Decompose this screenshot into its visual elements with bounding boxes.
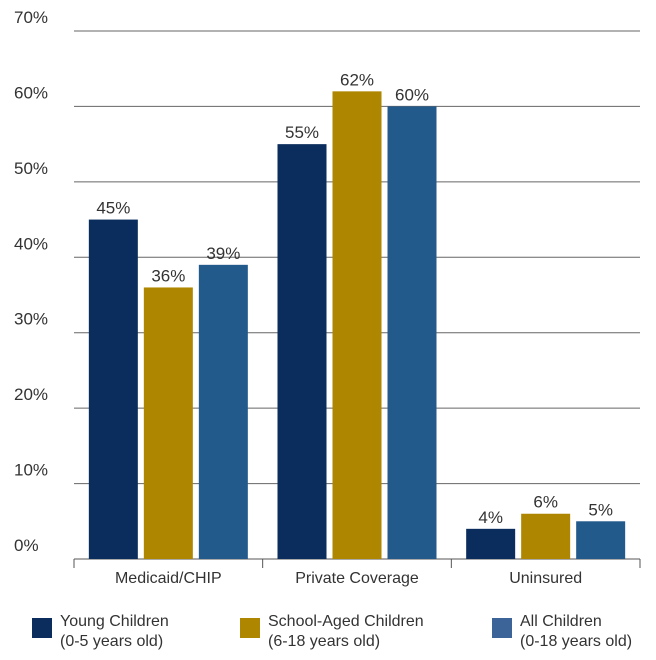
y-tick-label: 40% [14, 234, 48, 253]
x-tick-label: Medicaid/CHIP [115, 570, 222, 587]
bar-chart: 0% 10% 20% 30% 40% 50% 60% 70% 45% 36% 39% Medicaid… [14, 8, 641, 587]
bar [277, 144, 327, 559]
legend-note-school-aged-children: (6-18 years old) [268, 633, 381, 650]
x-tick-label: Uninsured [509, 570, 582, 587]
legend-swatch-all-children [492, 618, 512, 638]
bar [576, 521, 626, 559]
y-tick-label: 60% [14, 83, 48, 102]
data-label: 6% [533, 493, 558, 512]
data-label: 60% [395, 85, 429, 104]
bar [198, 264, 248, 559]
x-tick-label: Private Coverage [295, 570, 419, 587]
data-label: 5% [588, 500, 613, 519]
bar [332, 91, 382, 559]
legend-note-young-children: (0-5 years old) [60, 633, 164, 650]
data-label: 36% [151, 266, 185, 285]
y-tick-label: 0% [14, 536, 39, 555]
legend-item-all-children: All Children (0-18 years old) [492, 612, 632, 652]
legend-item-school-aged-children: School-Aged Children (6-18 years old) [240, 612, 424, 652]
legend-swatch-young-children [32, 618, 52, 638]
y-tick-label: 70% [14, 8, 48, 27]
bar [143, 287, 193, 559]
data-label: 55% [285, 123, 319, 142]
bar [521, 513, 571, 559]
bar [387, 106, 437, 559]
y-tick-label: 30% [14, 310, 48, 329]
legend-label-young-children: Young Children [60, 613, 169, 630]
legend-item-young-children: Young Children (0-5 years old) [32, 612, 169, 652]
data-label: 62% [340, 70, 374, 89]
data-label: 39% [206, 244, 240, 263]
bar [88, 219, 138, 560]
y-tick-label: 10% [14, 461, 48, 480]
data-label: 45% [96, 199, 130, 218]
data-label: 4% [478, 508, 503, 527]
legend-label-all-children: All Children [520, 613, 602, 630]
legend-swatch-school-aged-children [240, 618, 260, 638]
legend: Young Children (0-5 years old) School-Ag… [32, 612, 652, 658]
y-tick-label: 50% [14, 159, 48, 178]
bar [466, 528, 516, 559]
y-tick-label: 20% [14, 385, 48, 404]
legend-note-all-children: (0-18 years old) [520, 633, 633, 650]
legend-label-school-aged-children: School-Aged Children [268, 613, 424, 630]
